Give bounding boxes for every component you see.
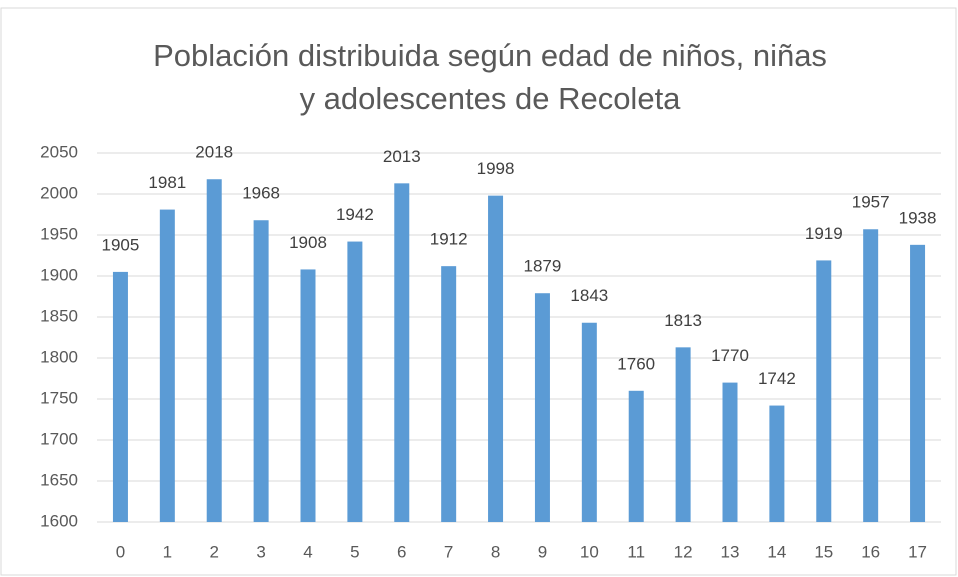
data-label: 1968	[242, 184, 280, 203]
bar	[112, 271, 128, 522]
x-tick-label: 8	[491, 542, 500, 561]
y-tick-label: 1600	[40, 511, 78, 530]
data-label: 2018	[195, 143, 233, 162]
data-label: 1981	[148, 173, 186, 192]
data-label: 1813	[664, 311, 702, 330]
x-tick-label: 2	[209, 542, 218, 561]
data-label: 1760	[617, 354, 655, 373]
data-label: 1957	[852, 193, 890, 212]
bar	[300, 269, 316, 522]
x-tick-label: 12	[674, 542, 693, 561]
x-tick-label: 16	[861, 542, 880, 561]
chart-title: y adolescentes de Recoleta	[300, 81, 682, 116]
data-label: 1998	[477, 159, 515, 178]
y-tick-label: 1850	[40, 306, 78, 325]
y-tick-label: 1800	[40, 347, 78, 366]
y-tick-label: 2050	[40, 142, 78, 161]
x-tick-label: 14	[767, 542, 786, 561]
data-label: 1938	[899, 208, 937, 227]
bar	[722, 382, 738, 522]
bar	[910, 244, 926, 522]
x-tick-label: 15	[814, 542, 833, 561]
y-tick-label: 1750	[40, 388, 78, 407]
bar	[534, 293, 550, 522]
bar	[488, 195, 504, 522]
x-tick-label: 9	[538, 542, 547, 561]
x-tick-label: 3	[256, 542, 265, 561]
bar	[769, 405, 785, 522]
data-label: 2013	[383, 147, 421, 166]
x-tick-label: 5	[350, 542, 359, 561]
bar	[581, 322, 597, 522]
data-label: 1905	[102, 235, 140, 254]
bar	[347, 241, 363, 522]
y-tick-label: 1650	[40, 470, 78, 489]
x-tick-label: 1	[163, 542, 172, 561]
data-label: 1912	[430, 230, 468, 249]
x-tick-label: 13	[721, 542, 740, 561]
data-label: 1942	[336, 205, 374, 224]
bar	[628, 390, 644, 522]
data-label: 1919	[805, 224, 843, 243]
data-label: 1742	[758, 369, 796, 388]
bar	[394, 183, 410, 522]
data-label: 1843	[570, 286, 608, 305]
bar	[816, 260, 832, 522]
chart-title: Población distribuida según edad de niño…	[153, 38, 827, 73]
x-tick-label: 11	[627, 542, 645, 561]
bar	[206, 179, 222, 523]
x-tick-label: 10	[580, 542, 599, 561]
x-tick-label: 4	[303, 542, 312, 561]
bar	[159, 209, 175, 522]
data-label: 1908	[289, 233, 327, 252]
bar	[253, 220, 269, 523]
x-tick-label: 0	[116, 542, 125, 561]
x-tick-label: 7	[444, 542, 453, 561]
bar	[441, 266, 457, 522]
bar	[863, 229, 879, 522]
x-tick-label: 17	[908, 542, 927, 561]
y-tick-label: 1700	[40, 429, 78, 448]
data-label: 1770	[711, 346, 749, 365]
y-tick-label: 2000	[40, 183, 78, 202]
data-label: 1879	[524, 257, 562, 276]
bar	[675, 347, 691, 522]
y-tick-label: 1900	[40, 265, 78, 284]
x-tick-label: 6	[397, 542, 406, 561]
y-tick-label: 1950	[40, 224, 78, 243]
